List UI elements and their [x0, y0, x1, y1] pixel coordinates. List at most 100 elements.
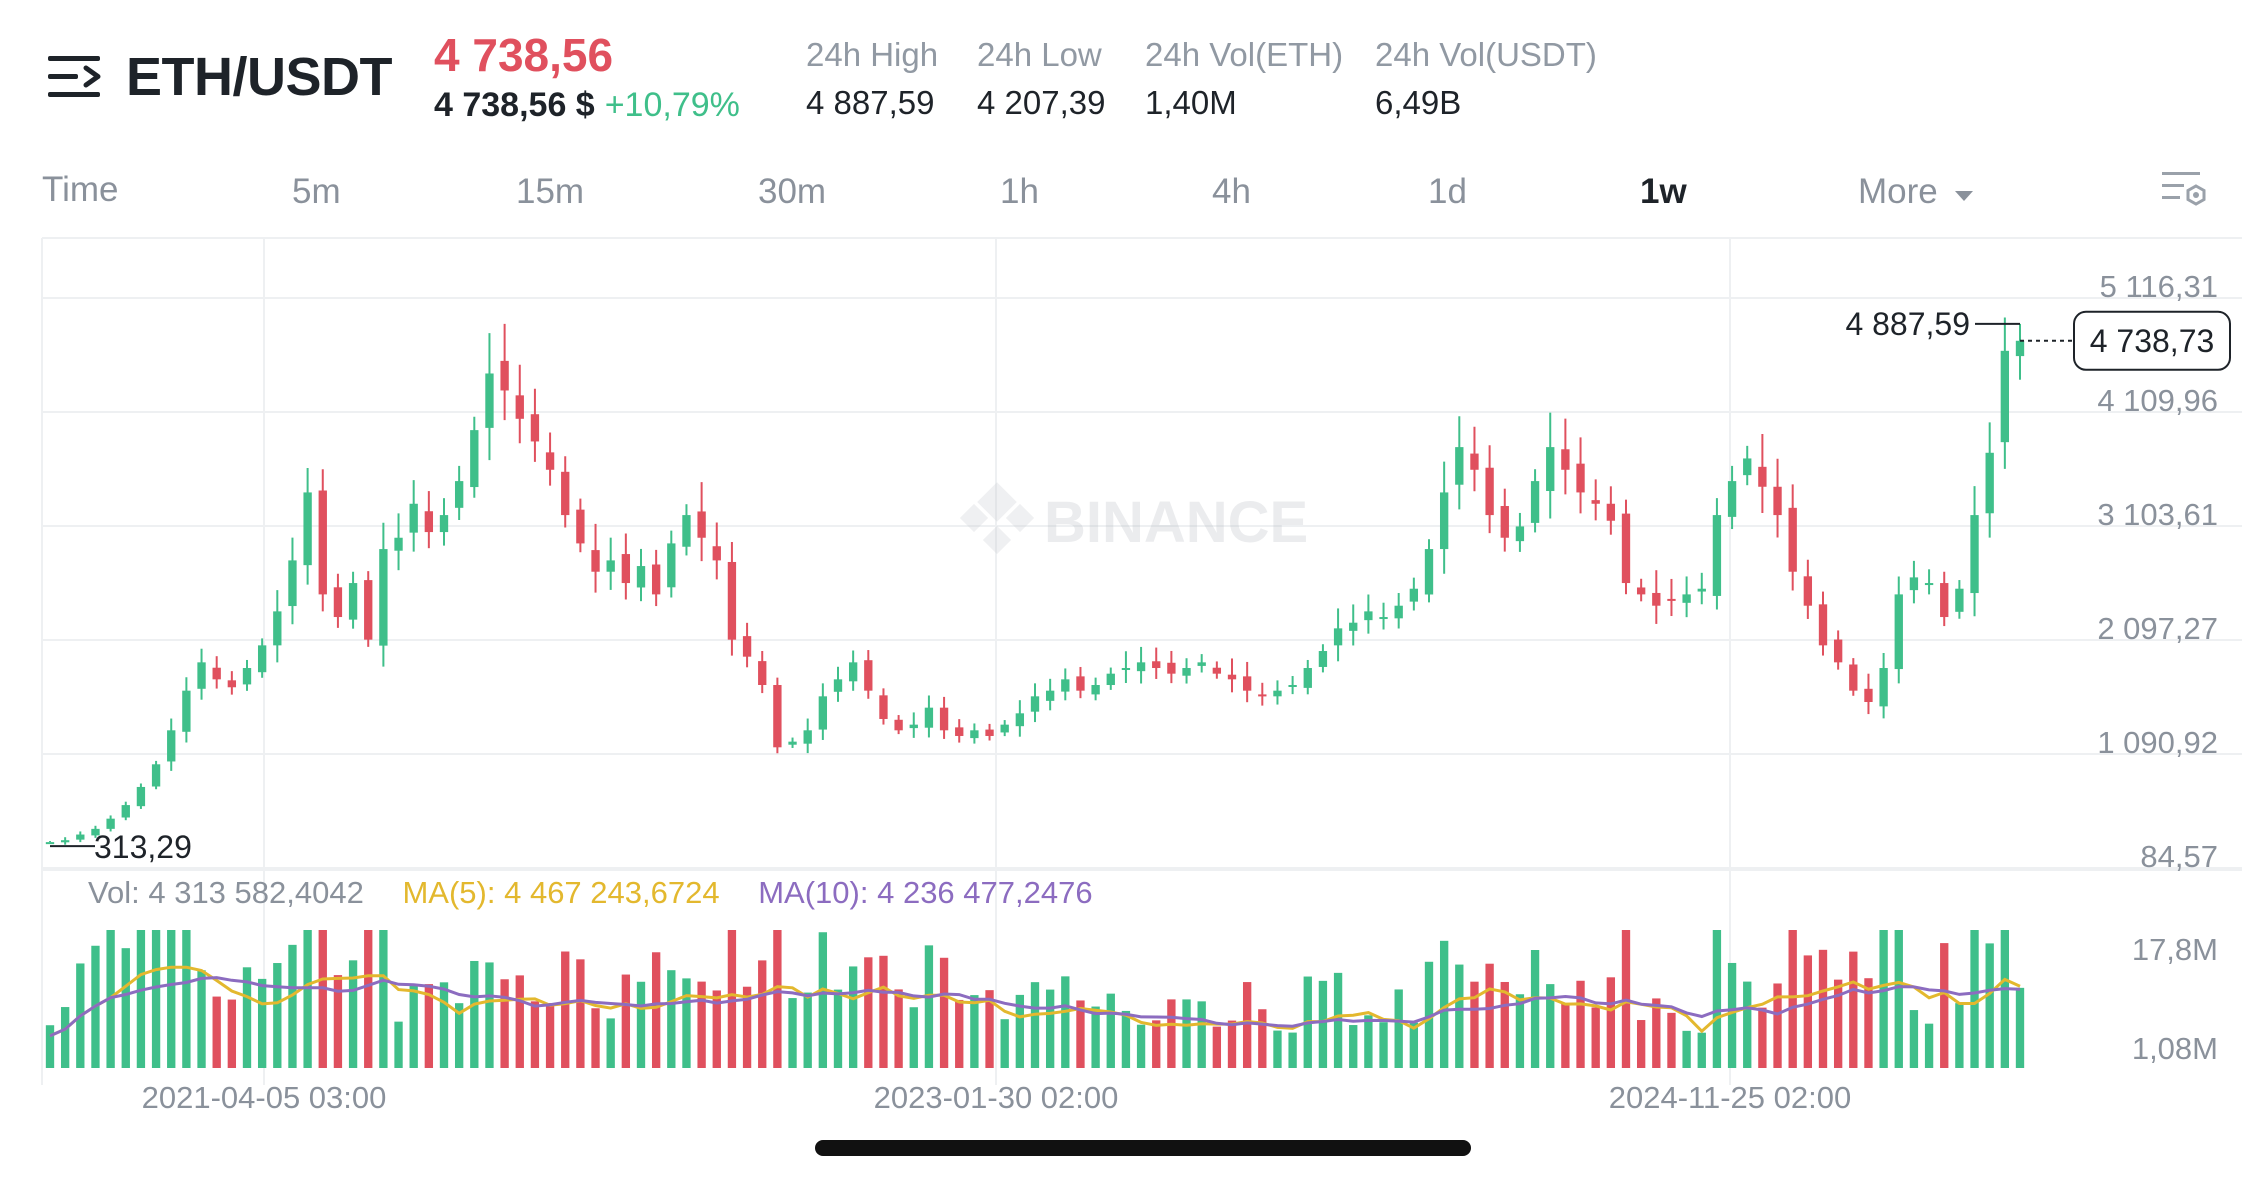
volume-bar	[576, 959, 585, 1068]
candle-body	[1288, 685, 1297, 688]
candle-body	[409, 503, 418, 533]
price-change: +10,79%	[604, 86, 740, 124]
volume-bar	[1667, 1012, 1676, 1068]
volume-bar	[1561, 1003, 1570, 1068]
volume-bar	[697, 981, 706, 1068]
volume-bar	[1227, 1020, 1237, 1068]
volume-bar	[1743, 981, 1752, 1068]
y-tick-label: 4 109,96	[2097, 383, 2218, 418]
candle-body	[1621, 513, 1631, 584]
volume-bar	[303, 930, 312, 1068]
tab-30m[interactable]: 30m	[758, 172, 827, 211]
volume-bar	[1788, 930, 1797, 1068]
volume-bar	[955, 999, 964, 1068]
candle-body	[303, 492, 312, 566]
candle-body	[151, 764, 161, 787]
volume-bar	[1500, 981, 1509, 1068]
tab-time[interactable]: Time	[42, 170, 119, 209]
candle-body	[1106, 673, 1115, 686]
volume-bar	[1485, 963, 1494, 1068]
volume-bar	[318, 930, 327, 1068]
volume-bar	[1197, 1001, 1206, 1068]
last-price: 4 738,56	[434, 29, 614, 81]
candle-body	[742, 636, 752, 657]
chart-settings-icon[interactable]	[2160, 168, 2208, 212]
volume-bar	[1455, 964, 1464, 1068]
candle-body	[894, 719, 903, 731]
candle-body	[439, 515, 449, 533]
candle-body	[1258, 694, 1267, 697]
volume-bar	[591, 1008, 600, 1068]
volume-bar	[1091, 1006, 1100, 1068]
candle-body	[91, 828, 100, 836]
candle-body	[1773, 486, 1782, 516]
volume-bar	[545, 1003, 555, 1068]
volume-bar	[1682, 1030, 1691, 1068]
volume-bar	[1273, 1030, 1282, 1068]
volume-bar	[348, 960, 358, 1068]
candle-body	[454, 481, 464, 508]
volume-bar	[985, 990, 994, 1068]
candle-body	[424, 511, 434, 533]
candle-body	[1318, 651, 1328, 667]
caret-down-icon	[1955, 191, 1974, 201]
volume-bar	[606, 1018, 615, 1068]
candle-body	[1091, 685, 1100, 695]
tab-1h[interactable]: 1h	[1000, 172, 1039, 211]
volume-bar	[803, 992, 812, 1068]
candle-body	[1879, 668, 1888, 707]
min-label: 313,29	[94, 829, 192, 865]
watermark-text: BINANCE	[1044, 490, 1308, 555]
volume-bar	[833, 989, 843, 1068]
candle-body	[1379, 617, 1388, 620]
volume-bar	[1955, 1003, 1964, 1068]
volume-bar	[1030, 982, 1040, 1068]
candle-body	[697, 511, 706, 538]
volume-layer	[45, 930, 2025, 1068]
volume-bar	[1045, 989, 1055, 1068]
volume-bar	[1591, 1007, 1600, 1068]
candle-body	[2000, 350, 2010, 443]
volume-bar	[197, 970, 206, 1068]
x-tick-label: 2021-04-05 03:00	[142, 1080, 387, 1115]
tab-more[interactable]: More	[1858, 172, 1975, 212]
candle-body	[621, 554, 631, 584]
candle-body	[1909, 577, 1919, 591]
candle-body	[758, 661, 767, 686]
candle-body	[1303, 668, 1312, 688]
vol-label: Vol	[88, 875, 131, 910]
tab-15m[interactable]: 15m	[516, 172, 585, 211]
chart-grid	[41, 237, 2242, 1085]
volume-bar	[136, 930, 146, 1068]
menu-icon[interactable]	[48, 52, 104, 102]
candle-body	[651, 564, 661, 595]
candle-body	[985, 729, 994, 736]
tab-1w[interactable]: 1w	[1640, 172, 1687, 211]
candle-body	[1424, 549, 1434, 595]
tab-5m[interactable]: 5m	[292, 172, 341, 211]
candle-body	[1455, 447, 1464, 485]
home-indicator	[815, 1140, 1471, 1156]
pair-title[interactable]: ETH/USDT	[126, 47, 393, 107]
candle-body	[136, 786, 146, 807]
volume-bar	[470, 960, 479, 1068]
vol-tick-label: 17,8M	[2132, 932, 2218, 967]
volume-bar	[439, 982, 449, 1068]
volume-bar	[394, 1021, 403, 1068]
candle-body	[924, 707, 934, 728]
candle-body	[1849, 664, 1858, 691]
tab-1d[interactable]: 1d	[1428, 172, 1467, 211]
volume-bar	[1970, 930, 1979, 1068]
candle-body	[2015, 340, 2025, 357]
candle-body	[1227, 674, 1237, 680]
volume-bar	[167, 930, 176, 1068]
volume-bar	[712, 990, 721, 1068]
volume-bar	[1258, 1009, 1267, 1068]
volume-bar	[1818, 949, 1828, 1068]
volume-bar	[1773, 983, 1782, 1068]
volume-bar	[151, 930, 161, 1068]
candle-body	[1515, 526, 1525, 542]
candle-body	[561, 471, 570, 516]
tab-4h[interactable]: 4h	[1212, 172, 1251, 211]
